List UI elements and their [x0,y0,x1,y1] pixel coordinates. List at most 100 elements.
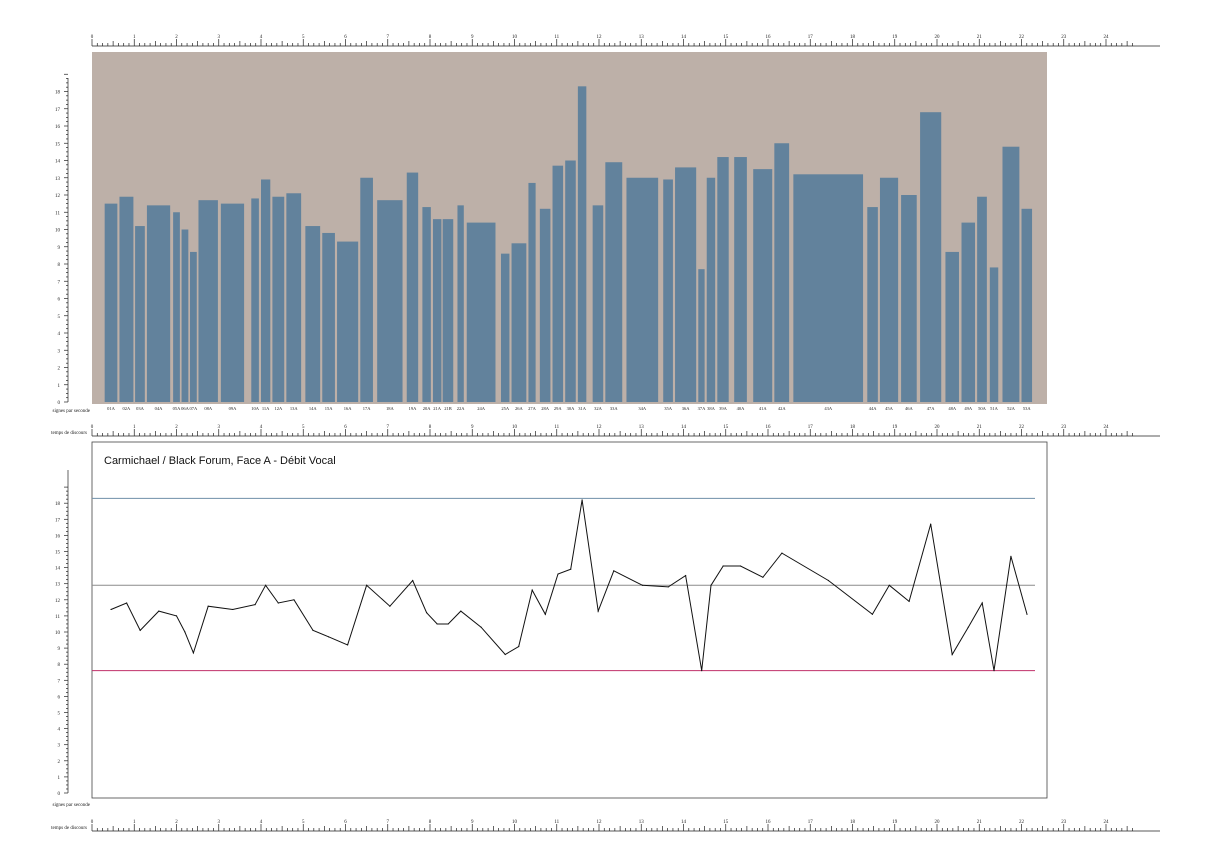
debit-vocal-point [1026,613,1028,615]
bar-07A [190,251,197,402]
ruler-top-label: 4 [260,35,263,40]
bar-08A [198,200,218,402]
bar-31A [577,86,587,402]
debit-vocal-point [781,552,783,554]
ruler-top-label: 10 [512,35,518,40]
ruler-bottom-label: 8 [429,820,432,825]
debit-vocal-point [175,615,178,617]
debit-vocal-point [126,602,128,604]
bar-label-21A: 21A [433,406,442,411]
ruler-bottom-label: 9 [471,820,474,825]
bar-label-46A: 46A [905,406,914,411]
bottom-ruler-x-axis-label: temps de discours [51,826,87,831]
bar-45A [879,177,899,402]
debit-vocal-point [293,599,295,601]
bar-34A [626,177,659,402]
bar-15A [322,232,335,402]
bar-26A [511,243,527,402]
bar-24A [466,222,496,402]
bar-chart-y-tick-label: 8 [58,263,61,268]
ruler-top-label: 11 [554,35,559,40]
bar-44A [867,207,878,402]
ruler-middle-label: 16 [766,425,772,430]
ruler-top-label: 15 [723,35,729,40]
bar-16A [337,241,359,402]
line-chart-y-tick-label: 2 [58,760,61,765]
ruler-top-label: 17 [808,35,814,40]
bar-label-33A: 33A [610,406,619,411]
bar-chart-y-tick-label: 14 [55,160,61,165]
bar-42A [774,143,790,402]
line-chart-y-tick-label: 9 [58,647,61,652]
debit-vocal-point [347,644,349,646]
ruler-middle-label: 2 [175,425,178,430]
debit-vocal-point [207,605,209,607]
line-chart-y-tick-label: 15 [55,551,61,556]
ruler-bottom-label: 15 [723,820,729,825]
bar-label-11A: 11A [262,406,270,411]
debit-vocal-point [426,612,428,614]
bar-chart-y-tick-label: 4 [58,332,61,337]
bar-41A [753,169,773,402]
ruler-middle-label: 6 [344,425,347,430]
bar-51A [989,267,999,402]
bar-chart-y-tick-label: 11 [55,211,60,216]
ruler-middle-label: 19 [892,425,898,430]
ruler-middle-label: 21 [977,425,983,430]
debit-vocal-point [531,589,533,591]
line-chart-y-tick-label: 18 [55,502,61,507]
line-chart-y-axis-label: signes par seconde [53,803,91,808]
bar-18A [377,200,403,402]
ruler-bottom-label: 7 [387,820,390,825]
debit-vocal-point [613,570,615,572]
bar-49A [961,222,976,402]
bar-chart-y-tick-label: 13 [55,177,61,182]
ruler-bottom-label: 11 [554,820,559,825]
bar-30A [565,160,576,402]
bar-chart-y-tick-label: 15 [55,142,61,147]
bar-chart-y-tick-label: 18 [55,91,61,96]
ruler-bottom-label: 17 [808,820,814,825]
line-chart-y-tick-label: 7 [58,679,61,684]
bar-label-16A: 16A [344,406,353,411]
debit-vocal-point [436,623,438,625]
ruler-bottom-label: 19 [892,820,898,825]
bar-label-52A: 52A [1007,406,1016,411]
line-chart-y-tick-label: 16 [55,534,61,539]
bar-label-15A: 15A [325,406,334,411]
debit-vocal-point [908,600,910,603]
ruler-middle-label: 14 [681,425,687,430]
bar-03A [135,226,145,402]
ruler-middle-label: 23 [1061,425,1067,430]
debit-vocal-point [967,626,969,628]
line-chart-y-tick-label: 13 [55,583,61,588]
ruler-middle-label: 18 [850,425,856,430]
ruler-top-label: 1 [133,35,136,40]
bar-label-28A: 28A [541,406,550,411]
ruler-top-label: 14 [681,35,687,40]
debit-vocal-point [447,623,449,625]
debit-vocal-point [460,610,462,612]
bar-chart-y-tick-label: 5 [58,315,61,320]
debit-vocal-point [597,610,599,612]
bar-label-17A: 17A [363,406,372,411]
debit-vocal-point [739,565,742,567]
ruler-top-label: 24 [1104,35,1110,40]
bar-label-05A: 05A [173,406,182,411]
bar-19A [406,172,419,402]
debit-vocal-point [888,584,890,586]
bar-50A [977,196,987,402]
ruler-top-label: 23 [1061,35,1067,40]
bar-chart-y-tick-label: 17 [55,108,61,113]
debit-vocal-point [184,631,186,633]
debit-vocal-point [139,629,141,631]
bar-label-01A: 01A [107,406,116,411]
ruler-middle-label: 0 [91,425,94,430]
ruler-middle-label: 5 [302,425,305,430]
ruler-middle-label: 15 [723,425,729,430]
bar-35A [663,179,673,402]
ruler-bottom-label: 6 [344,820,347,825]
line-chart-title: Carmichael / Black Forum, Face A - Débit… [104,455,336,467]
line-chart-y-tick-label: 4 [58,728,61,733]
bar-label-37A: 37A [698,406,707,411]
